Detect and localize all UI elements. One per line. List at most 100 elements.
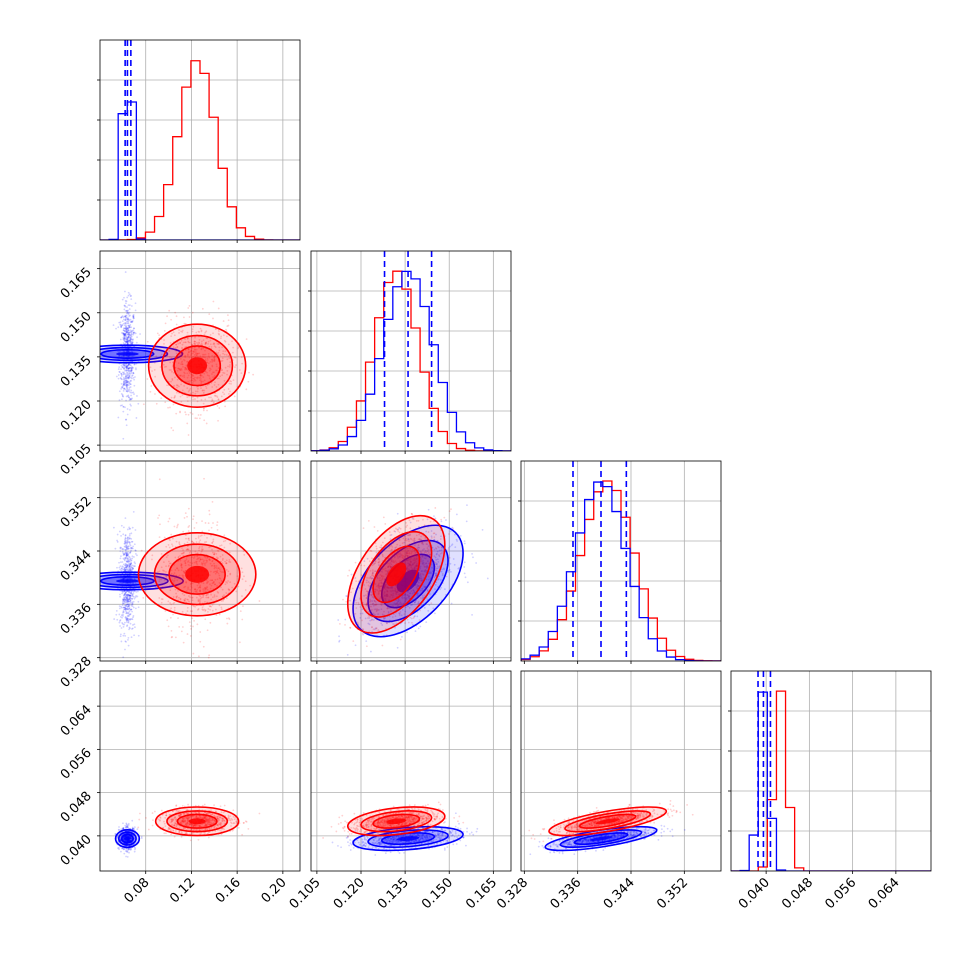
sample-point-blue xyxy=(125,335,128,338)
sample-point-blue xyxy=(455,538,458,541)
sample-point-red xyxy=(420,560,423,563)
sample-point-blue xyxy=(124,388,127,391)
sample-point-blue xyxy=(430,530,433,532)
sample-point-red xyxy=(183,571,186,574)
sample-point-red xyxy=(216,524,218,527)
sample-point-blue xyxy=(133,393,135,395)
sample-point-red xyxy=(208,369,211,372)
sample-point-blue xyxy=(133,634,136,637)
sample-point-blue xyxy=(128,311,131,314)
sample-point-red xyxy=(389,534,392,537)
sample-point-blue xyxy=(463,566,466,568)
sample-point-blue xyxy=(126,615,129,617)
sample-point-blue xyxy=(119,839,122,842)
sample-point-blue xyxy=(123,608,126,611)
sample-point-blue xyxy=(471,553,473,555)
sample-point-red xyxy=(177,523,179,526)
sample-point-blue xyxy=(428,593,431,595)
sample-point-red xyxy=(393,623,396,626)
sample-point-blue xyxy=(413,561,416,564)
sample-point-red xyxy=(183,599,186,601)
sample-point-blue xyxy=(481,528,484,531)
sample-point-blue xyxy=(437,578,440,580)
sample-point-red xyxy=(391,589,394,592)
sample-point-blue xyxy=(466,504,468,507)
sample-point-red xyxy=(401,554,404,557)
sample-point-red xyxy=(381,575,383,577)
sample-point-blue xyxy=(422,596,424,599)
sample-point-blue xyxy=(435,553,438,556)
sample-point-blue xyxy=(125,552,128,554)
sample-point-blue xyxy=(127,324,130,327)
sample-point-blue xyxy=(416,583,419,586)
sample-point-blue xyxy=(123,336,126,339)
sample-point-blue xyxy=(125,835,127,838)
sample-point-red xyxy=(190,343,193,346)
sample-point-blue xyxy=(125,369,127,371)
sample-point-blue xyxy=(365,640,368,643)
sample-point-blue xyxy=(119,546,122,549)
sample-point-blue xyxy=(126,839,129,842)
sample-point-blue xyxy=(394,626,396,629)
sample-point-blue xyxy=(426,564,428,567)
sample-point-blue xyxy=(136,828,139,831)
sample-point-blue xyxy=(449,562,452,565)
sample-point-blue xyxy=(137,402,140,405)
sample-point-red xyxy=(217,343,220,346)
sample-point-red xyxy=(190,349,193,352)
sample-point-blue xyxy=(124,538,126,541)
sample-point-blue xyxy=(126,847,128,850)
sample-point-blue xyxy=(413,567,416,570)
sample-point-blue xyxy=(433,515,435,518)
sample-point-blue xyxy=(419,577,422,580)
sample-point-blue xyxy=(120,326,123,329)
sample-point-blue xyxy=(131,319,134,322)
sample-point-red xyxy=(214,346,217,349)
sample-point-red xyxy=(207,656,210,659)
sample-point-red xyxy=(421,573,424,575)
sample-point-red xyxy=(180,563,183,566)
sample-point-red xyxy=(156,332,159,335)
sample-point-red xyxy=(374,604,377,606)
sample-point-blue xyxy=(123,602,126,605)
sample-point-red xyxy=(408,563,411,566)
sample-point-blue xyxy=(126,577,129,580)
sample-point-red xyxy=(176,526,178,529)
sample-point-blue xyxy=(367,622,370,625)
sample-point-blue xyxy=(128,594,131,597)
sample-point-red xyxy=(168,369,171,371)
panel-frame xyxy=(310,250,512,452)
sample-point-blue xyxy=(128,541,131,544)
sample-point-blue xyxy=(126,826,129,829)
sample-point-red xyxy=(200,381,203,383)
sample-point-blue xyxy=(126,835,129,838)
sample-point-blue xyxy=(434,612,436,615)
sample-point-red xyxy=(200,596,203,599)
sample-point-red xyxy=(238,641,241,644)
sample-point-red xyxy=(189,411,192,414)
sample-point-red xyxy=(191,330,194,333)
sample-point-red xyxy=(208,396,210,399)
sample-point-red xyxy=(197,536,200,539)
sample-point-red xyxy=(384,588,387,591)
sample-point-red xyxy=(233,582,236,585)
sample-point-red xyxy=(198,352,201,355)
sample-point-red xyxy=(391,548,393,551)
sample-point-red xyxy=(184,341,187,344)
sample-point-red xyxy=(181,343,184,346)
sample-point-blue xyxy=(119,321,122,324)
sample-point-blue xyxy=(120,828,123,831)
sample-point-red xyxy=(225,597,228,600)
sample-point-blue xyxy=(125,564,128,566)
sample-point-red xyxy=(416,547,419,550)
sample-point-red xyxy=(412,539,415,542)
sample-point-blue xyxy=(132,600,135,603)
sample-point-blue xyxy=(434,588,436,591)
sample-point-red xyxy=(203,353,206,356)
sample-point-red xyxy=(213,343,216,345)
sample-point-red xyxy=(210,396,212,399)
sample-point-red xyxy=(212,332,214,335)
sample-point-red xyxy=(412,617,415,619)
sample-point-blue xyxy=(126,338,128,341)
sample-point-red xyxy=(218,577,221,579)
